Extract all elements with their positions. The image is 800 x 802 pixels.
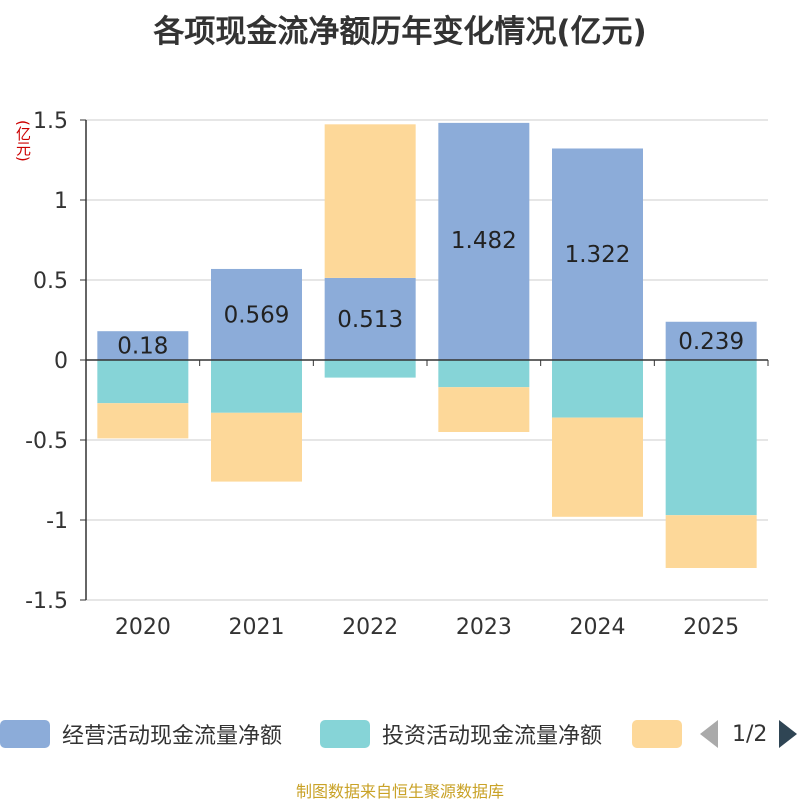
chart-title: 各项现金流净额历年变化情况(亿元): [153, 14, 647, 50]
legend-pager: 1/2: [700, 716, 798, 752]
legend-next-page-icon[interactable]: [779, 720, 798, 748]
x-tick-label-2021: 2021: [229, 615, 285, 640]
bar-financing-2023: [438, 387, 530, 432]
legend-prev-page-icon[interactable]: [700, 720, 718, 748]
bar-financing-2024: [552, 417, 643, 517]
bar-operating-2024: [552, 148, 643, 360]
bar-investing-2025: [665, 360, 757, 516]
legend-item-financing[interactable]: [632, 716, 694, 752]
bar-investing-2023: [438, 360, 530, 388]
legend-swatch-operating: [0, 720, 50, 748]
bar-investing-2024: [552, 360, 643, 418]
legend-item-investing[interactable]: 投资活动现金流量净额: [320, 716, 602, 752]
y-axis-unit-label: (亿元): [14, 120, 32, 162]
y-tick-label: -1.5: [25, 589, 68, 614]
bar-financing-2020: [97, 403, 189, 439]
bar-operating-2020: [97, 331, 189, 360]
legend-swatch-financing: [632, 720, 682, 748]
legend-item-operating[interactable]: 经营活动现金流量净额: [0, 716, 282, 752]
bar-operating-2022: [324, 277, 416, 360]
legend-label-operating: 经营活动现金流量净额: [62, 724, 283, 749]
x-tick-label-2024: 2024: [570, 615, 626, 640]
y-tick-label: -1: [46, 509, 68, 534]
x-tick-label-2020: 2020: [115, 615, 171, 640]
x-tick-label-2023: 2023: [456, 615, 512, 640]
bar-operating-2021: [211, 268, 302, 360]
legend-swatch-investing: [320, 720, 370, 748]
data-label-operating-2021: 0.569: [224, 302, 290, 328]
bar-operating-2025: [665, 321, 757, 360]
data-label-operating-2023: 1.482: [451, 228, 517, 254]
data-label-operating-2020: 0.18: [117, 334, 168, 360]
y-tick-label: 0: [54, 349, 68, 374]
x-tick-label-2022: 2022: [342, 615, 398, 640]
bar-investing-2020: [97, 360, 189, 404]
bar-financing-2022: [324, 124, 416, 278]
source-footer: 制图数据来自恒生聚源数据库: [295, 782, 504, 801]
bar-financing-2025: [665, 515, 757, 568]
legend-label-investing: 投资活动现金流量净额: [382, 724, 603, 749]
legend: 经营活动现金流量净额 投资活动现金流量净额 1/2: [0, 716, 800, 756]
bar-investing-2022: [324, 360, 416, 378]
bar-financing-2021: [211, 412, 302, 482]
bar-investing-2021: [211, 360, 302, 413]
bar-operating-2023: [438, 122, 530, 360]
y-tick-label: 0.5: [33, 269, 68, 294]
y-tick-label: 1: [54, 189, 68, 214]
data-label-operating-2024: 1.322: [565, 242, 631, 268]
data-label-operating-2022: 0.513: [337, 307, 403, 333]
data-label-operating-2025: 0.239: [678, 329, 744, 355]
y-tick-label: 1.5: [33, 109, 68, 134]
legend-page-indicator: 1/2: [732, 721, 768, 747]
chart-canvas: 1.5 1 0.5 0 -0.5 -1 -1.5 0.18 2020 0.569 2021 0.513…: [25, 109, 769, 640]
y-tick-label: -0.5: [25, 429, 68, 454]
x-tick-label-2025: 2025: [683, 615, 739, 640]
